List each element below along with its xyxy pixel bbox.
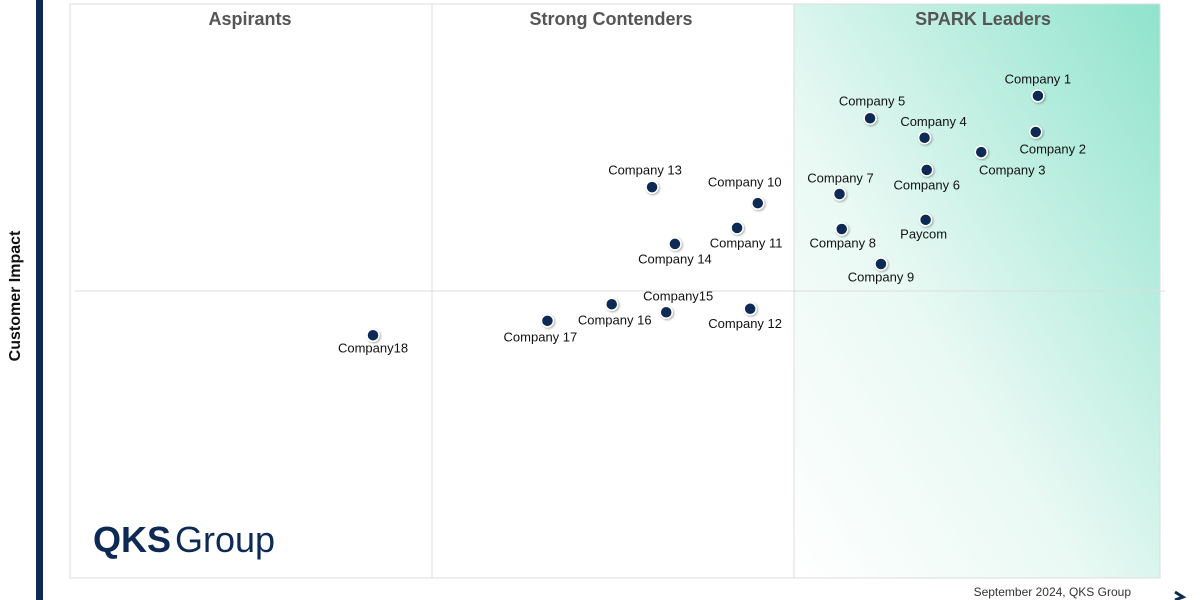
point-label: Company 16 [578, 313, 652, 328]
axis-arrow [1174, 590, 1187, 600]
logo-light: Group [175, 519, 275, 560]
point [604, 297, 619, 311]
point-label: Company 12 [708, 316, 782, 331]
point-label: Company15 [643, 289, 713, 304]
point [1031, 89, 1045, 103]
point [918, 213, 933, 227]
point [832, 187, 847, 201]
point-label: Company 11 [710, 235, 783, 250]
point-label: Company 8 [809, 235, 875, 250]
point [1028, 125, 1043, 139]
logo-bold: QKS [93, 519, 171, 560]
point [730, 221, 744, 235]
point-label: Company18 [338, 341, 408, 356]
point [834, 222, 849, 236]
point-label: Company 1 [1005, 71, 1071, 86]
y-axis-label: Customer Impact [7, 230, 24, 361]
point [668, 237, 682, 251]
logo: QKS Group [93, 519, 275, 560]
point-label: Company 9 [848, 269, 914, 284]
point [974, 145, 988, 159]
point-label: Company 17 [504, 329, 578, 344]
point-label: Company 5 [839, 94, 905, 109]
quadrant-title: SPARK Leaders [915, 9, 1051, 29]
point [751, 196, 765, 210]
quadrant-title: Strong Contenders [529, 9, 692, 29]
point [540, 314, 555, 328]
point-label: Company 7 [807, 170, 873, 185]
point [917, 130, 932, 145]
footer: September 2024, QKS Group [974, 585, 1132, 599]
axis-bar [36, 0, 43, 600]
point [743, 302, 757, 316]
point-label: Company 14 [638, 251, 712, 266]
point-label: Company 4 [900, 114, 966, 129]
point [659, 305, 673, 319]
point [366, 328, 380, 342]
point [874, 257, 888, 271]
point [919, 163, 934, 177]
quadrant-title: Aspirants [208, 9, 291, 29]
point-label: Company 10 [708, 175, 782, 190]
point-label: Paycom [900, 226, 947, 241]
point-label: Company 2 [1019, 141, 1085, 156]
point [645, 180, 659, 194]
point [863, 111, 877, 125]
point-label: Company 3 [979, 163, 1045, 178]
point-label: Company 6 [893, 177, 959, 192]
point-label: Company 13 [608, 163, 682, 178]
